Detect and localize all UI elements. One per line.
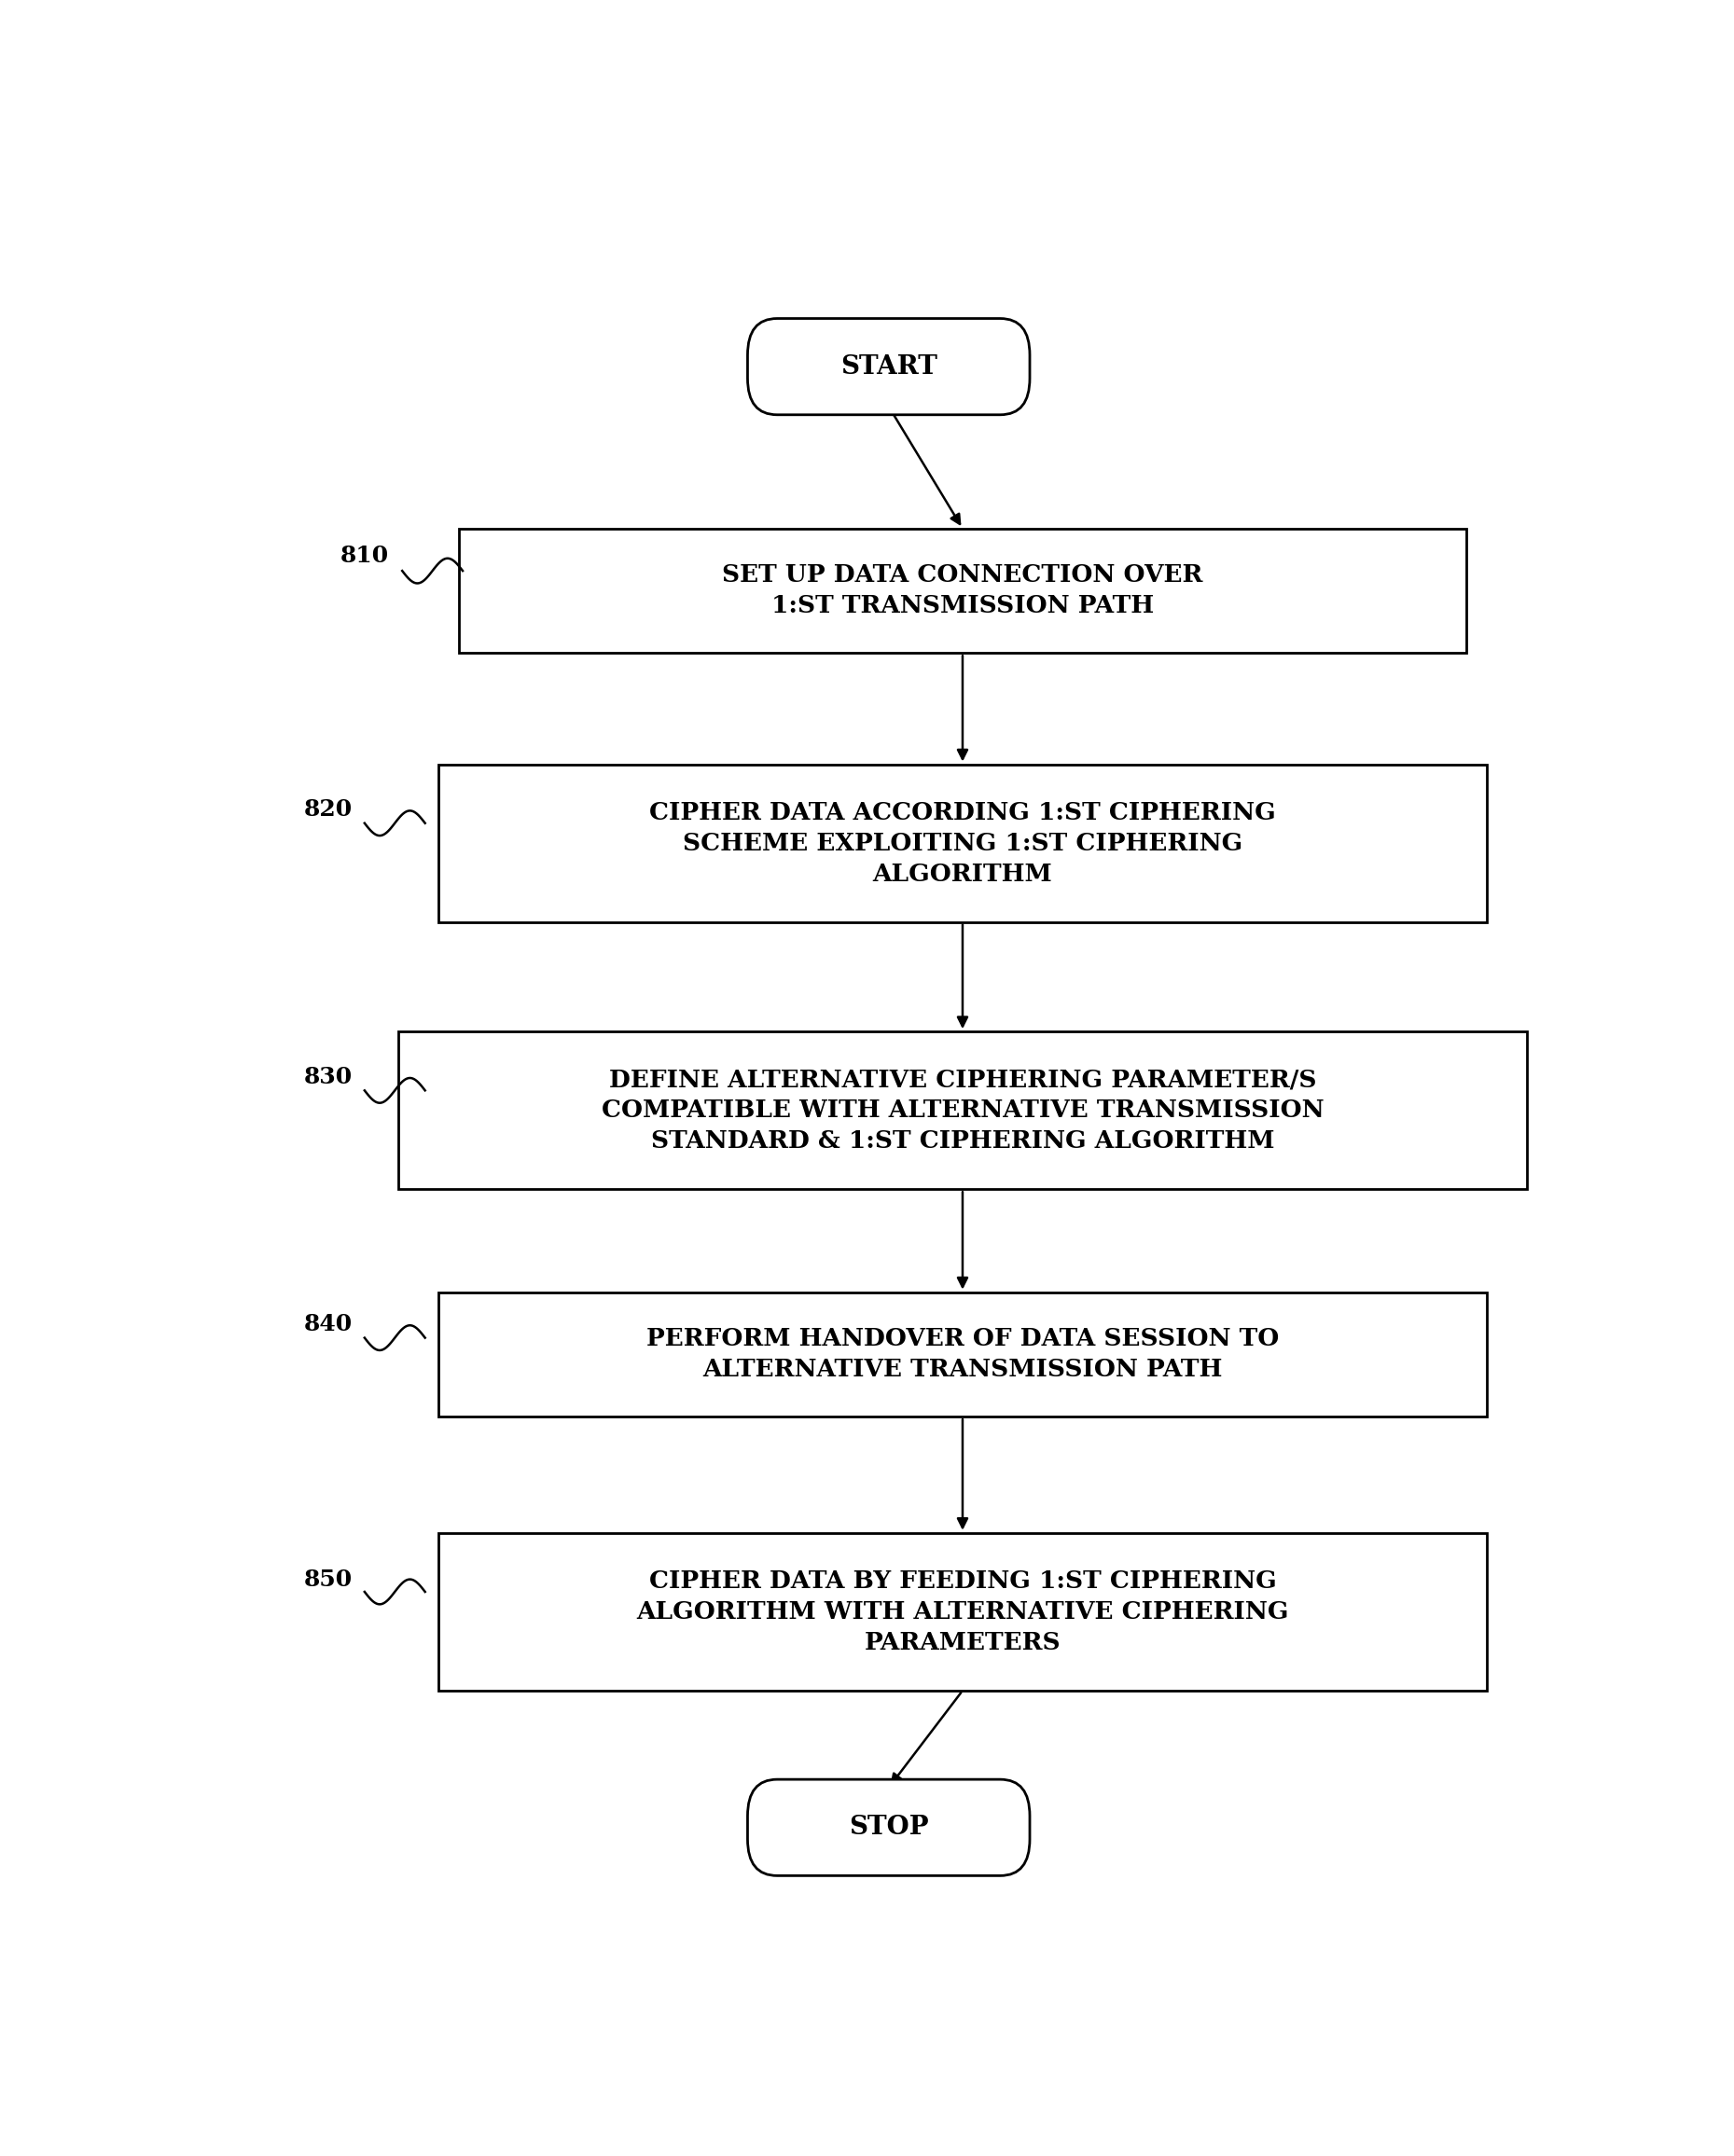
Bar bbox=[439, 763, 1486, 923]
Text: 810: 810 bbox=[340, 543, 388, 567]
Text: STOP: STOP bbox=[848, 1815, 929, 1839]
Bar bbox=[439, 1291, 1486, 1416]
FancyBboxPatch shape bbox=[747, 319, 1030, 414]
Text: CIPHER DATA ACCORDING 1:ST CIPHERING
SCHEME EXPLOITING 1:ST CIPHERING
ALGORITHM: CIPHER DATA ACCORDING 1:ST CIPHERING SCH… bbox=[649, 800, 1276, 886]
Text: START: START bbox=[841, 354, 936, 379]
Text: CIPHER DATA BY FEEDING 1:ST CIPHERING
ALGORITHM WITH ALTERNATIVE CIPHERING
PARAM: CIPHER DATA BY FEEDING 1:ST CIPHERING AL… bbox=[636, 1570, 1288, 1654]
Text: PERFORM HANDOVER OF DATA SESSION TO
ALTERNATIVE TRANSMISSION PATH: PERFORM HANDOVER OF DATA SESSION TO ALTE… bbox=[647, 1328, 1280, 1382]
Text: SET UP DATA CONNECTION OVER
1:ST TRANSMISSION PATH: SET UP DATA CONNECTION OVER 1:ST TRANSMI… bbox=[723, 563, 1203, 619]
Bar bbox=[399, 1031, 1528, 1190]
Bar bbox=[439, 1533, 1486, 1690]
Text: 830: 830 bbox=[303, 1065, 352, 1089]
Text: 820: 820 bbox=[303, 798, 352, 821]
Bar bbox=[458, 528, 1467, 653]
Text: DEFINE ALTERNATIVE CIPHERING PARAMETER/S
COMPATIBLE WITH ALTERNATIVE TRANSMISSIO: DEFINE ALTERNATIVE CIPHERING PARAMETER/S… bbox=[602, 1067, 1323, 1153]
Text: 850: 850 bbox=[303, 1570, 352, 1591]
Text: 840: 840 bbox=[303, 1313, 352, 1335]
FancyBboxPatch shape bbox=[747, 1779, 1030, 1876]
